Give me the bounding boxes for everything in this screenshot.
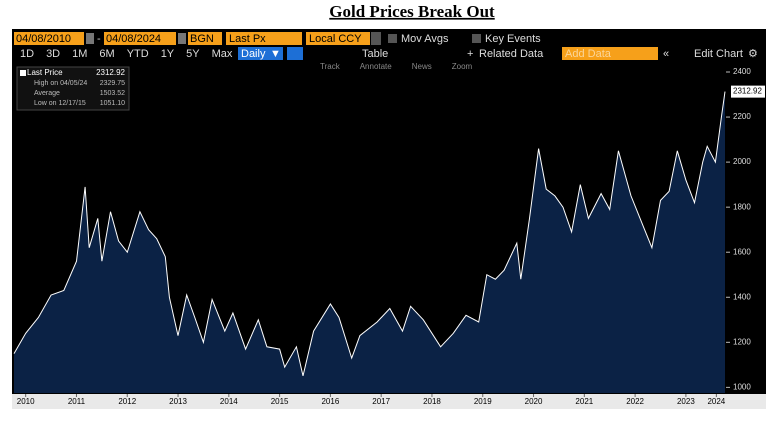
- x-tick-label: 2011: [68, 397, 86, 406]
- year-strip: [12, 394, 766, 409]
- stat-label: Low on 12/17/15: [34, 100, 86, 107]
- table[interactable]: Table: [362, 48, 388, 60]
- y-tick-label: 1200: [733, 337, 751, 346]
- period-button[interactable]: 5Y: [186, 48, 200, 60]
- period-button[interactable]: 1D: [20, 48, 34, 60]
- x-tick-label: 2020: [525, 397, 543, 406]
- tool[interactable]: Zoom: [452, 62, 473, 71]
- add-data-field[interactable]: [562, 47, 658, 60]
- stat-label: Last Price: [27, 68, 63, 77]
- x-tick-label: 2023: [677, 397, 695, 406]
- y-tick-label: 1400: [733, 292, 751, 301]
- mov-avgs[interactable]: Mov Avgs: [401, 33, 449, 45]
- x-tick-label: 2015: [271, 397, 289, 406]
- legend-swatch: [20, 70, 26, 76]
- calendar-icon[interactable]: [178, 33, 186, 44]
- collapse[interactable]: «: [663, 48, 669, 60]
- source: BGN: [190, 33, 214, 45]
- x-tick-label: 2018: [423, 397, 441, 406]
- x-tick-label: 2010: [17, 397, 35, 406]
- tools: Track Annotate News Zoom: [320, 62, 473, 71]
- dropdown[interactable]: [371, 32, 381, 45]
- add-data: Add Data: [565, 48, 612, 60]
- edit-chart[interactable]: Edit Chart: [694, 48, 743, 60]
- stat-value: 1051.10: [100, 100, 125, 107]
- related-data[interactable]: Related Data: [479, 48, 544, 60]
- last-price-tag: [731, 85, 765, 98]
- source-field[interactable]: [188, 32, 222, 45]
- x-tick-label: 2019: [474, 397, 492, 406]
- last-price-label: 2312.92: [733, 87, 762, 96]
- stat-value: 2329.75: [100, 80, 125, 87]
- stat-value: 1503.52: [100, 90, 125, 97]
- stat-label: High on 04/05/24: [34, 80, 87, 87]
- key-events[interactable]: Key Events: [485, 33, 541, 45]
- frequency-button[interactable]: [238, 47, 283, 60]
- y-tick-label: 1000: [733, 382, 751, 391]
- x-tick-label: 2012: [118, 397, 136, 406]
- stat-label: Average: [34, 90, 60, 97]
- start-date: 04/08/2010: [16, 33, 71, 45]
- end-date-field[interactable]: [104, 32, 176, 45]
- chart: 1000 1200 1400 1600 1800 2000 2200 2400 2010 2011…: [12, 66, 766, 409]
- tool[interactable]: News: [412, 62, 432, 71]
- x-tick-label: 2022: [626, 397, 644, 406]
- period-button[interactable]: 1Y: [161, 48, 175, 60]
- end-date: 04/08/2024: [106, 33, 161, 45]
- x-tick-label: 2014: [220, 397, 238, 406]
- y-tick-label: 2000: [733, 157, 751, 166]
- period-buttons: 1D 3D 1M 6M YTD 1Y 5Y Max: [20, 48, 233, 60]
- period-button[interactable]: Max: [212, 48, 233, 60]
- chart-type-button[interactable]: [287, 47, 303, 60]
- field: Last Px: [229, 33, 266, 45]
- x-tick-label: 2021: [575, 397, 593, 406]
- dropdown-arrow: ▼: [270, 48, 281, 60]
- area: [14, 91, 725, 393]
- frequency: Daily: [241, 48, 266, 60]
- plus: +: [467, 48, 473, 60]
- tool[interactable]: Track: [320, 62, 341, 71]
- start-date-field[interactable]: [14, 32, 84, 45]
- price-line: [13, 91, 726, 377]
- period-button[interactable]: YTD: [127, 48, 149, 60]
- currency: Local CCY: [309, 33, 362, 45]
- y-tick-label: 1600: [733, 247, 751, 256]
- field-field[interactable]: [226, 32, 302, 45]
- y-tick-label: 2200: [733, 112, 751, 121]
- title: Gold Prices Break Out: [329, 2, 495, 21]
- stats-box: [16, 66, 130, 111]
- x-tick-label: 2013: [169, 397, 187, 406]
- y-tick-label: 1800: [733, 202, 751, 211]
- period-button[interactable]: 1M: [72, 48, 87, 60]
- checkbox[interactable]: [388, 34, 397, 43]
- settings[interactable]: ⚙: [748, 48, 758, 60]
- period-button[interactable]: 6M: [99, 48, 114, 60]
- checkbox[interactable]: [472, 34, 481, 43]
- y-tick-label: 2400: [733, 67, 751, 76]
- period-button[interactable]: 3D: [46, 48, 60, 60]
- x-tick-label: 2017: [372, 397, 390, 406]
- dash: -: [97, 33, 101, 45]
- tool[interactable]: Annotate: [360, 62, 393, 71]
- x-tick-label: 2024: [707, 397, 725, 406]
- currency-field[interactable]: [306, 32, 370, 45]
- x-tick-label: 2016: [321, 397, 339, 406]
- stat-value: 2312.92: [96, 68, 125, 77]
- calendar-icon[interactable]: [86, 33, 94, 44]
